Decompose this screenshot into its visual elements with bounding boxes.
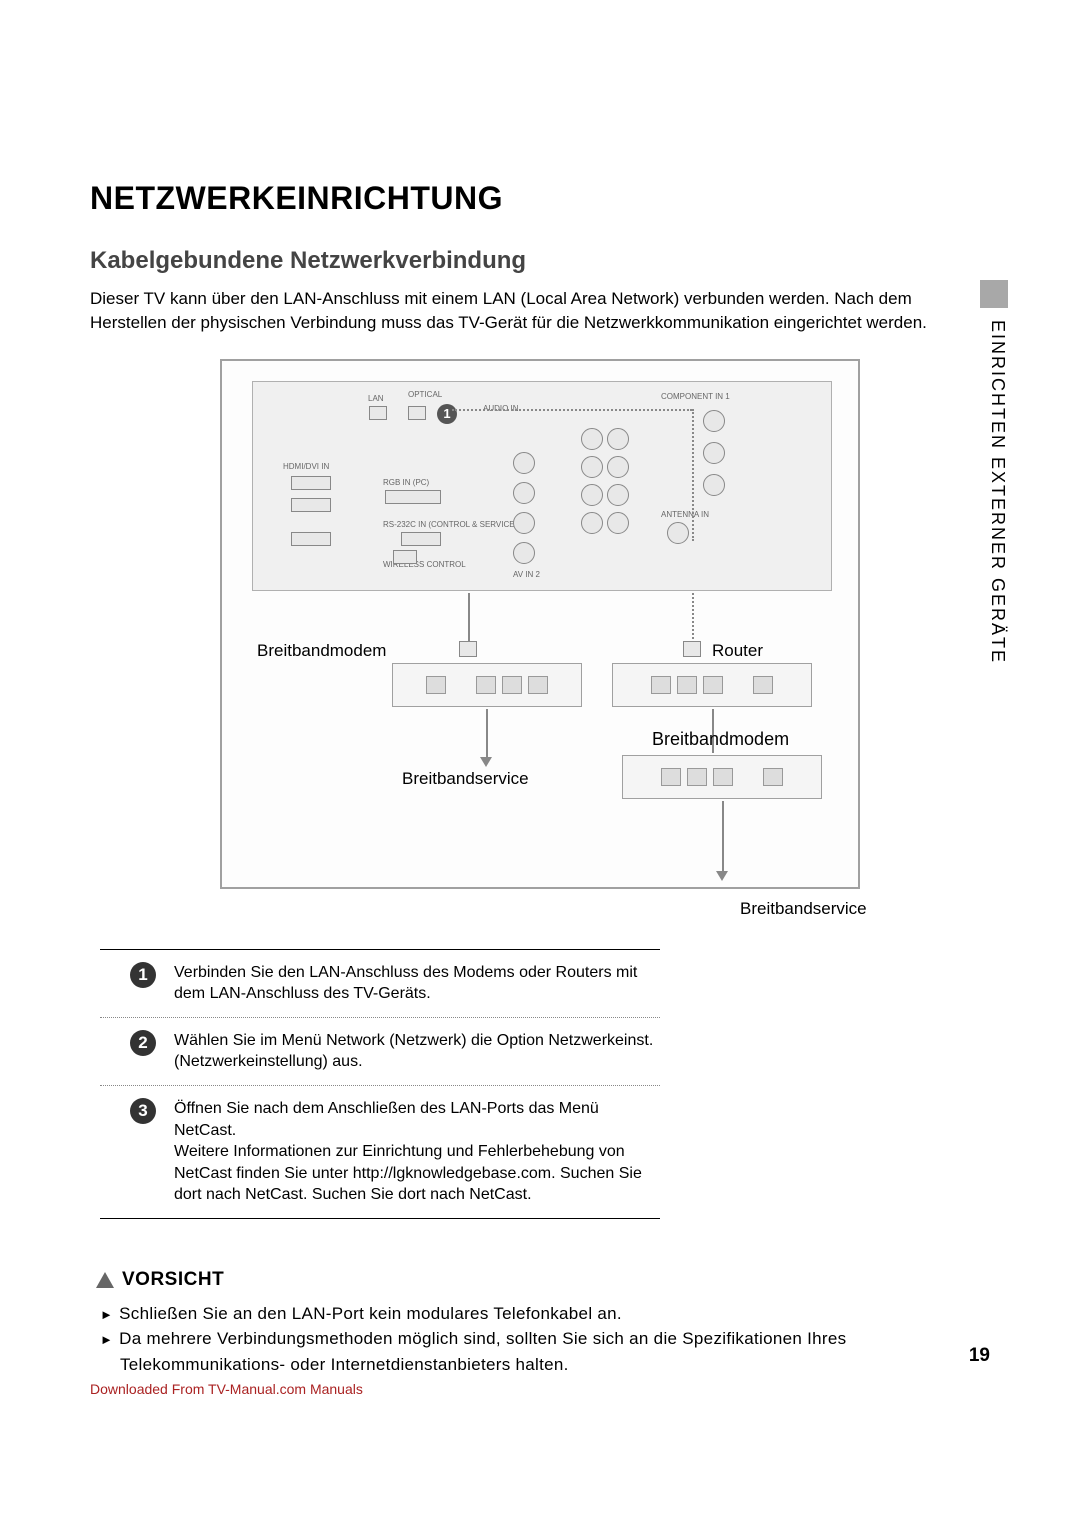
port-label-rs232: RS-232C IN (CONTROL & SERVICE) xyxy=(383,520,517,529)
arrow-down-icon xyxy=(480,757,492,767)
port-label-antenna: ANTENNA IN xyxy=(661,510,709,519)
side-tab xyxy=(980,280,1008,308)
jack-group xyxy=(607,456,629,478)
component-jack xyxy=(703,474,725,496)
label-breitbandservice-right: Breitbandservice xyxy=(740,899,867,919)
jack-group xyxy=(607,484,629,506)
component-jack xyxy=(703,442,725,464)
port-label-optical: OPTICAL xyxy=(408,390,442,399)
step-text: Verbinden Sie den LAN-Anschluss des Mode… xyxy=(174,962,660,1005)
caution-item: Da mehrere Verbindungsmethoden möglich s… xyxy=(100,1326,984,1377)
step-text: Wählen Sie im Menü Network (Netzwerk) di… xyxy=(174,1030,660,1073)
av-jack xyxy=(513,452,535,474)
port-label-hdmi: HDMI/DVI IN xyxy=(283,462,329,471)
av-jack xyxy=(513,482,535,504)
jack-group xyxy=(607,512,629,534)
port-label-component: COMPONENT IN 1 xyxy=(661,392,730,401)
connection-diagram: LAN OPTICAL 1 AUDIO IN COMPONENT IN 1 AN… xyxy=(220,359,860,889)
page-subtitle: Kabelgebundene Netzwerkverbindung xyxy=(90,247,990,275)
label-breitbandmodem-right: Breitbandmodem xyxy=(652,729,789,750)
caution-item: Schließen Sie an den LAN-Port kein modul… xyxy=(100,1301,984,1327)
antenna-jack xyxy=(667,522,689,544)
jack-group xyxy=(581,456,603,478)
step-number-badge: 1 xyxy=(130,962,156,988)
arrow-line xyxy=(486,709,488,757)
jack-group xyxy=(581,484,603,506)
hdmi-port xyxy=(291,476,331,490)
plug-icon xyxy=(683,641,701,657)
jack-group xyxy=(581,512,603,534)
rs232-port xyxy=(401,532,441,546)
page-number: 19 xyxy=(969,1345,990,1367)
wireless-port xyxy=(393,550,417,564)
dotted-connector xyxy=(692,409,694,541)
step-number-badge: 3 xyxy=(130,1098,156,1124)
label-router: Router xyxy=(712,641,763,661)
av-jack xyxy=(513,542,535,564)
step-row: 1 Verbinden Sie den LAN-Anschluss des Mo… xyxy=(100,950,660,1018)
step-row: 3 Öffnen Sie nach dem Anschließen des LA… xyxy=(100,1086,660,1219)
port-label-rgb: RGB IN (PC) xyxy=(383,478,429,487)
port-label-avin2: AV IN 2 xyxy=(513,570,540,579)
lan-port xyxy=(369,406,387,420)
router-device xyxy=(612,663,812,707)
step-text: Öffnen Sie nach dem Anschließen des LAN-… xyxy=(174,1098,660,1206)
hdmi-port xyxy=(291,532,331,546)
av-jack xyxy=(513,512,535,534)
caution-block: VORSICHT Schließen Sie an den LAN-Port k… xyxy=(90,1269,990,1378)
step-row: 2 Wählen Sie im Menü Network (Netzwerk) … xyxy=(100,1018,660,1086)
label-breitbandmodem-left: Breitbandmodem xyxy=(257,641,386,661)
jack-group xyxy=(581,428,603,450)
hdmi-port xyxy=(291,498,331,512)
label-breitbandservice-left: Breitbandservice xyxy=(402,769,529,789)
page-title: NETZWERKEINRICHTUNG xyxy=(90,180,990,217)
intro-paragraph: Dieser TV kann über den LAN-Anschluss mi… xyxy=(90,287,990,335)
arrow-down-icon xyxy=(716,871,728,881)
caution-title: VORSICHT xyxy=(122,1269,224,1291)
rgb-port xyxy=(385,490,441,504)
dotted-connector xyxy=(452,409,692,411)
optical-port xyxy=(408,406,426,420)
component-jack xyxy=(703,410,725,432)
footer-source-link: Downloaded From TV-Manual.com Manuals xyxy=(90,1381,363,1397)
side-section-label: EINRICHTEN EXTERNER GERÄTE xyxy=(987,320,1008,664)
port-label-lan: LAN xyxy=(368,394,384,403)
warning-icon xyxy=(96,1272,114,1288)
step-number-badge: 2 xyxy=(130,1030,156,1056)
plug-icon xyxy=(459,641,477,657)
arrow-line xyxy=(722,801,724,871)
breitbandmodem-device-2 xyxy=(622,755,822,799)
diagram-badge-1: 1 xyxy=(437,404,457,424)
tv-back-panel: LAN OPTICAL 1 AUDIO IN COMPONENT IN 1 AN… xyxy=(252,381,832,591)
breitbandmodem-device xyxy=(392,663,582,707)
jack-group xyxy=(607,428,629,450)
